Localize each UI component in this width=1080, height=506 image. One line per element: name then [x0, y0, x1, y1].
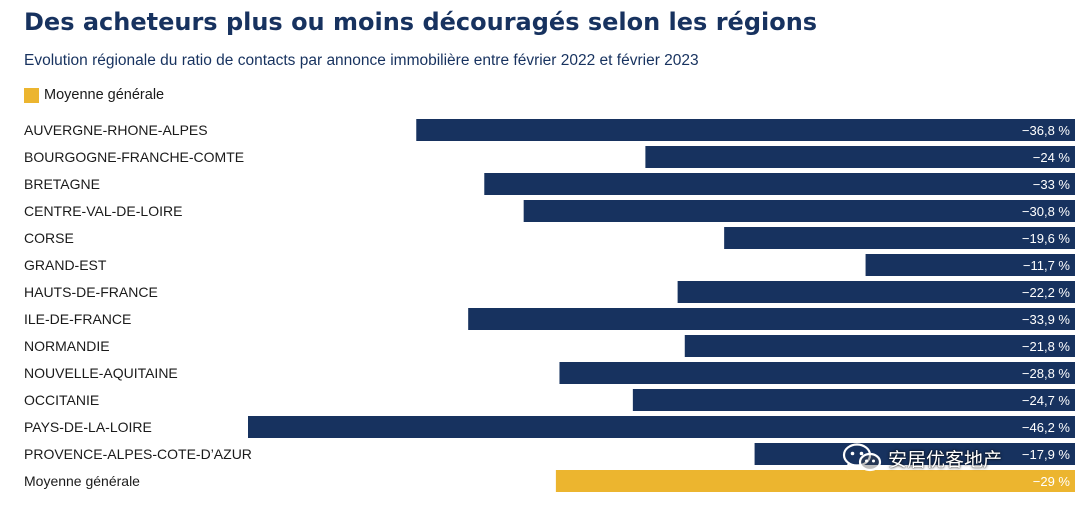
bar-nouvelle-aquitaine: [559, 362, 1075, 384]
value-label-moyenne-g-n-rale: −29 %: [1033, 474, 1071, 489]
category-label-corse: CORSE: [24, 230, 74, 246]
value-label-centre-val-de-loire: −30,8 %: [1022, 204, 1071, 219]
value-label-occitanie: −24,7 %: [1022, 393, 1071, 408]
category-label-normandie: NORMANDIE: [24, 338, 110, 354]
legend-label: Moyenne générale: [44, 87, 165, 103]
bar-moyenne-g-n-rale: [555, 470, 1075, 492]
category-label-ile-de-france: ILE-DE-FRANCE: [24, 311, 131, 327]
bar-auvergne-rhone-alpes: [416, 119, 1076, 141]
bar-provence-alpes-cote-d-azur: [754, 443, 1075, 465]
watermark-text: 安居优客地产: [888, 448, 1003, 471]
value-label-auvergne-rhone-alpes: −36,8 %: [1022, 123, 1071, 138]
category-label-bretagne: BRETAGNE: [24, 176, 100, 192]
chart-title: Des acheteurs plus ou moins découragés s…: [24, 8, 818, 36]
bar-grand-est: [865, 254, 1075, 276]
bar-occitanie: [632, 389, 1075, 411]
bar-bretagne: [484, 173, 1075, 195]
category-label-centre-val-de-loire: CENTRE-VAL-DE-LOIRE: [24, 203, 182, 219]
bar-bourgogne-franche-comte: [645, 146, 1075, 168]
watermark: 安居优客地产: [842, 440, 1002, 476]
value-label-nouvelle-aquitaine: −28,8 %: [1022, 366, 1071, 381]
category-label-nouvelle-aquitaine: NOUVELLE-AQUITAINE: [24, 365, 178, 381]
bar-ile-de-france: [468, 308, 1076, 330]
chart-subtitle: Evolution régionale du ratio de contacts…: [24, 52, 699, 69]
category-label-pays-de-la-loire: PAYS-DE-LA-LOIRE: [24, 419, 152, 435]
value-label-pays-de-la-loire: −46,2 %: [1022, 420, 1071, 435]
category-label-bourgogne-franche-comte: BOURGOGNE-FRANCHE-COMTE: [24, 149, 244, 165]
category-label-moyenne-g-n-rale: Moyenne générale: [24, 473, 140, 489]
bar-centre-val-de-loire: [523, 200, 1075, 222]
category-label-occitanie: OCCITANIE: [24, 392, 99, 408]
wechat-icon: [842, 443, 882, 472]
value-label-normandie: −21,8 %: [1022, 339, 1071, 354]
value-label-hauts-de-france: −22,2 %: [1022, 285, 1071, 300]
value-label-ile-de-france: −33,9 %: [1022, 312, 1071, 327]
value-label-provence-alpes-cote-d-azur: −17,9 %: [1022, 447, 1071, 462]
legend: Moyenne générale: [24, 85, 164, 105]
value-label-bourgogne-franche-comte: −24 %: [1033, 150, 1071, 165]
bar-hauts-de-france: [677, 281, 1075, 303]
bar-corse: [724, 227, 1075, 249]
category-label-auvergne-rhone-alpes: AUVERGNE-RHONE-ALPES: [24, 122, 208, 138]
category-label-grand-est: GRAND-EST: [24, 257, 107, 273]
value-label-grand-est: −11,7 %: [1023, 258, 1071, 273]
value-label-corse: −19,6 %: [1022, 231, 1071, 246]
bar-normandie: [684, 335, 1075, 357]
category-label-hauts-de-france: HAUTS-DE-FRANCE: [24, 284, 158, 300]
category-label-provence-alpes-cote-d-azur: PROVENCE-ALPES-COTE-D’AZUR: [24, 446, 252, 462]
bar-pays-de-la-loire: [248, 416, 1075, 438]
legend-swatch: [24, 87, 39, 103]
value-label-bretagne: −33 %: [1033, 177, 1071, 192]
